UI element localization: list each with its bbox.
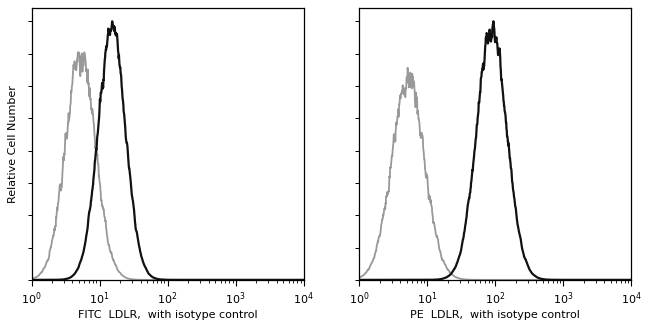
Y-axis label: Relative Cell Number: Relative Cell Number [8,85,18,203]
X-axis label: PE  LDLR,  with isotype control: PE LDLR, with isotype control [410,310,580,320]
X-axis label: FITC  LDLR,  with isotype control: FITC LDLR, with isotype control [78,310,257,320]
